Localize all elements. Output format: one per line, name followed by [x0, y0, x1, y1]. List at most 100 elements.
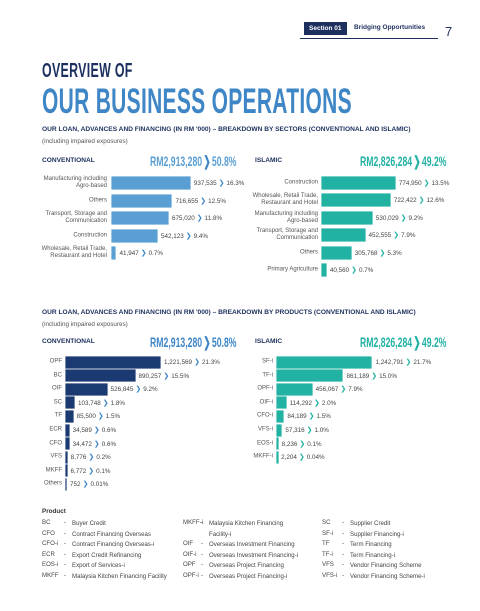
value-percent: 12.5% — [208, 197, 226, 205]
row-label: BC — [53, 372, 62, 379]
value-percent: 0.7% — [358, 267, 374, 274]
row-label: TF-i — [262, 372, 273, 379]
value-percent: 1.5% — [316, 413, 331, 421]
chevron: ❯ — [308, 413, 315, 421]
row-label: Wholesale, Retail Trade, Restaurant and … — [252, 193, 318, 207]
bar — [277, 397, 286, 409]
glossary-dash: - — [64, 519, 67, 526]
glossary-text: Buyer Credit — [72, 520, 106, 527]
value-label: 103,748 ❯ 1.8% — [78, 399, 125, 407]
glossary-abbr: EOS-i — [42, 561, 59, 568]
section-title: OUR LOAN, ADVANCES AND FINANCING (IN RM … — [42, 309, 416, 316]
glossary-dash: - — [64, 550, 67, 558]
glossary-abbr: ECR — [42, 550, 55, 558]
value-amount: 542,123 — [160, 232, 184, 240]
value-amount: 2,204 — [281, 454, 297, 462]
chevron: ❯ — [93, 427, 100, 434]
value-label: 114,292 ❯ 2.0% — [290, 399, 337, 407]
row-label: SC — [53, 399, 62, 406]
value-label: 84,189 ❯ 1.5% — [287, 412, 331, 420]
glossary-title: Product — [42, 508, 66, 515]
header-rule — [300, 38, 438, 39]
value-amount: 716,655 — [175, 197, 199, 205]
section-title: OUR LOAN, ADVANCES AND FINANCING (IN RM … — [42, 126, 411, 133]
bar — [277, 438, 278, 450]
value-amount: 34,472 — [72, 440, 92, 448]
value-percent: 1.0% — [314, 427, 329, 434]
chevron: ❯ — [413, 153, 421, 169]
glossary-text: Contract Financing Overseas — [72, 530, 151, 538]
chevron: ❯ — [163, 372, 170, 380]
value-amount: 34,589 — [72, 427, 92, 434]
bar — [66, 424, 69, 436]
chevron: ❯ — [140, 250, 147, 257]
chevron: ❯ — [82, 481, 89, 489]
total-amount: RM2,913,280 — [150, 153, 203, 169]
value-percent: 0.2% — [96, 454, 111, 462]
value-label: 85,500 ❯ 1.5% — [77, 412, 121, 420]
chevron: ❯ — [340, 386, 347, 394]
value-amount: 114,292 — [289, 399, 312, 407]
value-amount: 752 — [70, 481, 81, 489]
row-label: ECR — [49, 426, 62, 433]
row-label: OPF — [49, 358, 62, 365]
value-percent: 2.0% — [321, 399, 337, 407]
glossary-dash: - — [201, 571, 204, 579]
glossary-text: Overseas Investment Financing — [209, 541, 295, 548]
bar — [322, 246, 351, 259]
total-share: 50.8% — [211, 153, 237, 169]
chevron: ❯ — [313, 399, 320, 407]
value-label: 1,221,569 ❯ 21.3% — [164, 358, 220, 366]
bar — [277, 424, 282, 436]
value-amount: 526,845 — [110, 386, 134, 394]
section-title: Bridging Opportunities — [354, 24, 426, 31]
value-label: 752 ❯ 0.01% — [70, 480, 108, 488]
chevron: ❯ — [194, 359, 200, 366]
value-label: 456,067 ❯ 7.9% — [316, 385, 363, 393]
glossary-abbr: SF-i — [322, 529, 334, 537]
bar — [277, 356, 372, 368]
value-percent: 12.6% — [426, 197, 445, 205]
chevron: ❯ — [135, 386, 142, 394]
row-label: CFO-i — [257, 412, 273, 419]
value-amount: 8,236 — [281, 440, 298, 448]
bar — [322, 229, 365, 242]
value-percent: 5.3% — [387, 249, 402, 257]
value-percent: 15.5% — [171, 372, 190, 380]
glossary-dash: - — [342, 540, 345, 547]
row-label: EOS-i — [256, 440, 273, 447]
value-percent: 11.8% — [204, 215, 223, 222]
bar — [66, 451, 67, 463]
value-percent: 0.6% — [101, 427, 117, 434]
bar — [277, 370, 343, 382]
value-label: 542,123 ❯ 9.4% — [161, 232, 208, 240]
value-label: 526,845 ❯ 9.2% — [111, 385, 158, 393]
value-percent: 0.04% — [306, 454, 325, 462]
chevron: ❯ — [102, 399, 109, 407]
value-percent: 1.5% — [105, 413, 121, 421]
bar — [322, 177, 395, 189]
bar — [112, 177, 190, 189]
glossary-text: Vendor Financing Scheme-i — [350, 572, 425, 580]
value-label: 530,029 ❯ 9.2% — [376, 214, 423, 222]
value-amount: 1,221,569 — [164, 359, 193, 366]
value-percent: 0.1% — [96, 467, 111, 475]
value-label: 40,560 ❯ 0.7% — [330, 266, 374, 274]
row-label: MKFF — [45, 467, 62, 474]
glossary-abbr: OIF-i — [183, 550, 197, 558]
value-label: 8,236 ❯ 0.1% — [282, 440, 322, 448]
bar — [66, 465, 67, 477]
glossary-text: Overseas Project Financing — [209, 562, 284, 569]
glossary-text: Supplier Credit — [350, 520, 391, 527]
value-label: 41,947 ❯ 0.7% — [119, 249, 163, 257]
glossary-text: Term Financing — [350, 541, 392, 548]
chevron: ❯ — [371, 372, 378, 380]
bar — [66, 356, 161, 368]
row-label: VFS-i — [258, 426, 273, 433]
value-label: 722,422 ❯ 12.6% — [394, 196, 445, 204]
glossary-abbr: TF — [322, 540, 330, 547]
chevron: ❯ — [203, 153, 211, 169]
chevron: ❯ — [97, 413, 104, 421]
value-amount: 41,947 — [119, 250, 139, 257]
chevron: ❯ — [418, 197, 425, 205]
